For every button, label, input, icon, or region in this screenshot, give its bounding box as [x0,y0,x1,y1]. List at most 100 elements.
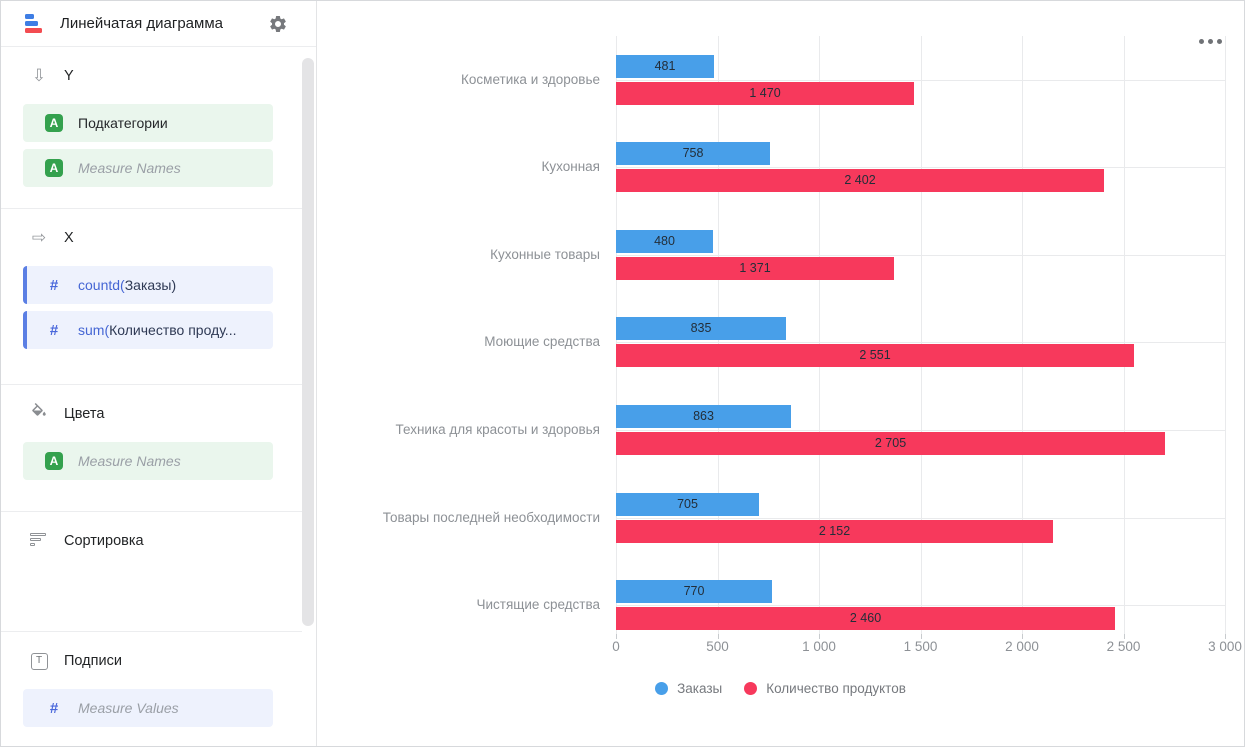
axis-tick-label: 3 000 [1208,639,1242,654]
gridline [1225,36,1226,634]
bar[interactable]: 481 [616,55,714,78]
axis-tick [1022,634,1023,639]
bar-value-label: 2 705 [874,436,907,450]
paint-bucket-icon [30,402,48,426]
section-labels-title: Подписи [64,653,122,669]
measure-hash-icon: # [49,276,59,294]
bar-value-label: 770 [683,584,705,598]
category-label: Кухонная [541,159,600,174]
bar-value-label: 2 152 [818,524,851,538]
gridline [616,255,1225,256]
settings-gear-icon[interactable] [268,14,288,34]
bar-value-label: 1 470 [749,86,781,100]
section-x-title: X [64,230,74,246]
gridline [1123,36,1125,634]
bar[interactable]: 2 705 [616,432,1165,455]
axis-tick [616,634,617,639]
section-sort-label: Сортировка [1,528,302,554]
axis-tick-label: 1 000 [802,639,836,654]
bar-value-label: 863 [693,409,714,423]
ellipsis-icon [1199,39,1204,44]
axis-tick-label: 2 000 [1005,639,1039,654]
axis-tick [1123,634,1125,639]
section-colors-label: Цвета [1,401,302,427]
legend-item[interactable]: Количество продуктов [744,681,906,696]
legend-dot-icon [744,681,758,695]
bar[interactable]: 863 [616,405,791,428]
section-x: ⇨ X # countd(Заказы) # sum(Количество проду..… [1,209,302,385]
dimension-a-icon: A [45,114,63,132]
section-sort-title: Сортировка [64,533,144,549]
axis-tick [1225,634,1226,639]
bar[interactable]: 835 [616,317,786,340]
axis-tick [717,634,719,639]
field-chip-label: Measure Names [78,160,181,176]
gridline [616,167,1225,168]
sort-icon [30,533,48,549]
section-sort: Сортировка [1,512,302,632]
section-colors: Цвета A Measure Names [1,385,302,512]
field-chip-label: Measure Values [78,700,179,716]
bar[interactable]: 770 [616,580,772,603]
axis-tick [920,634,922,639]
gridline [616,80,1225,81]
field-chip-label: Measure Names [78,453,181,469]
field-chip[interactable]: # sum(Количество проду... [23,311,273,349]
section-y-label: ⇩ Y [1,63,302,89]
bar[interactable]: 2 402 [616,169,1104,192]
bar[interactable]: 1 470 [616,82,914,105]
gridline [920,36,922,634]
bar-value-label: 480 [654,234,675,248]
gridline [616,518,1225,519]
field-chip[interactable]: A Measure Names [23,442,273,480]
bar[interactable]: 2 551 [616,344,1134,367]
ellipsis-icon [1217,39,1222,44]
bar[interactable]: 2 152 [616,520,1053,543]
bar-chart-icon [25,14,45,34]
bar[interactable]: 1 371 [616,257,894,280]
bar-value-label: 705 [677,497,698,511]
chart-legend: Заказы Количество продуктов [317,675,1244,701]
sidebar: Линейчатая диаграмма ⇩ Y A Подкатегории A Mea… [1,1,317,746]
field-chip[interactable]: A Measure Names [23,149,273,187]
legend-dot-icon [655,681,669,695]
field-chip[interactable]: # countd(Заказы) [23,266,273,304]
axis-tick-label: 2 500 [1106,639,1141,654]
bar[interactable]: 480 [616,230,713,253]
field-chip-label: countd(Заказы) [78,277,177,293]
gridline [616,430,1225,431]
section-y-title: Y [64,68,74,84]
ellipsis-icon [1208,39,1213,44]
gridline [1022,36,1023,634]
bar[interactable]: 705 [616,493,759,516]
axis-tick-label: 1 500 [903,639,938,654]
chart-card: 0 500 1 000 1 500 2 000 2 500 3 000 Косметика и… [317,1,1244,746]
measure-hash-icon: # [49,699,59,717]
axis-tick-label: 500 [706,639,729,654]
sidebar-scrollbar[interactable] [302,58,314,626]
legend-label: Заказы [677,680,723,696]
measure-hash-icon: # [49,321,59,339]
dimension-a-icon: A [45,159,63,177]
bar-value-label: 2 551 [859,348,891,362]
bar[interactable]: 2 460 [616,607,1115,630]
legend-item[interactable]: Заказы [655,681,722,696]
category-label: Техника для красоты и здоровья [395,422,601,437]
category-label: Моющие средства [484,334,600,349]
field-chip[interactable]: # Measure Values [23,689,273,727]
bar-value-label: 2 460 [849,611,882,625]
bar-value-label: 2 402 [844,173,876,187]
field-chip[interactable]: A Подкатегории [23,104,273,142]
bar-value-label: 758 [682,146,704,160]
arrow-right-icon: ⇨ [31,227,47,248]
section-labels-label: T Подписи [1,648,302,674]
bar[interactable]: 758 [616,142,770,165]
axis-tick-label: 0 [612,639,620,654]
dimension-a-icon: A [45,452,63,470]
section-y: ⇩ Y A Подкатегории A Measure Names [1,47,302,209]
gridline [819,36,820,634]
category-label: Чистящие средства [476,597,601,612]
gridline [616,605,1225,606]
chart-menu-button[interactable] [1197,37,1224,46]
